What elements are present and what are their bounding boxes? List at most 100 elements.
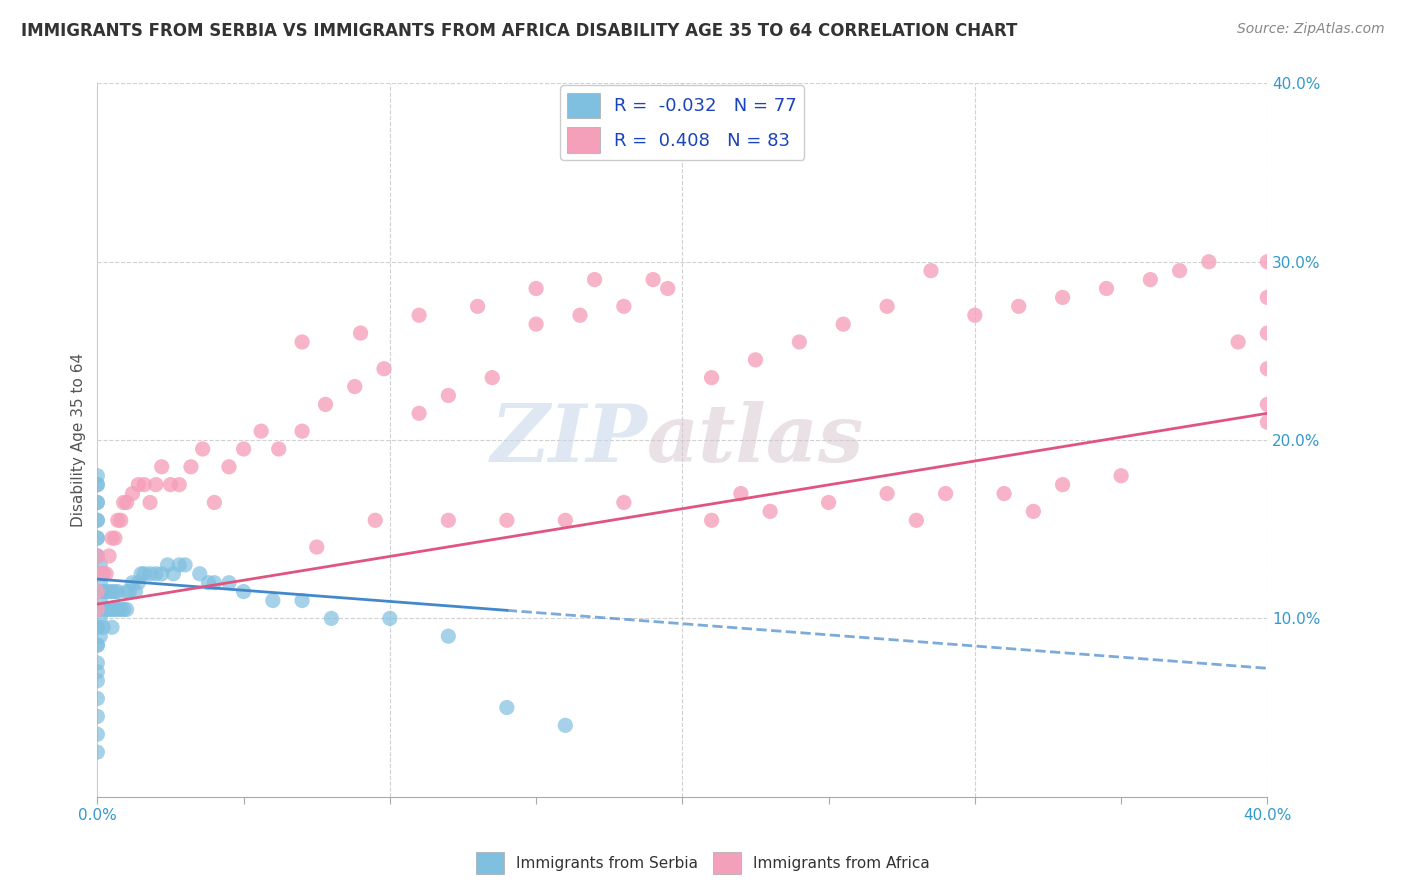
Point: [86, 745, 108, 759]
Point: [86, 513, 108, 527]
Point: [91, 620, 114, 634]
Point: [1256, 326, 1278, 340]
Point: [1256, 290, 1278, 304]
Point: [112, 602, 135, 616]
Point: [86, 495, 108, 509]
Point: [86, 531, 108, 545]
Point: [104, 584, 127, 599]
Point: [905, 513, 928, 527]
Point: [467, 299, 489, 313]
Point: [291, 424, 314, 438]
Point: [524, 317, 547, 331]
Point: [935, 486, 957, 500]
Point: [86, 673, 108, 688]
Legend: Immigrants from Serbia, Immigrants from Africa: Immigrants from Serbia, Immigrants from …: [470, 846, 936, 880]
Point: [1109, 468, 1132, 483]
Point: [876, 486, 898, 500]
Point: [554, 718, 576, 732]
Point: [817, 495, 839, 509]
Point: [232, 442, 254, 456]
Point: [98, 549, 121, 563]
Point: [127, 477, 149, 491]
Point: [162, 566, 184, 581]
Point: [1095, 281, 1118, 295]
Point: [134, 566, 156, 581]
Point: [101, 602, 124, 616]
Point: [700, 370, 723, 384]
Point: [174, 558, 197, 572]
Point: [98, 584, 121, 599]
Point: [156, 558, 179, 572]
Point: [86, 584, 108, 599]
Point: [145, 477, 167, 491]
Point: [744, 352, 766, 367]
Text: ZIP: ZIP: [491, 401, 647, 479]
Point: [568, 308, 591, 322]
Point: [481, 370, 503, 384]
Point: [94, 602, 117, 616]
Point: [1198, 254, 1220, 268]
Point: [437, 513, 460, 527]
Point: [112, 495, 135, 509]
Point: [1022, 504, 1045, 518]
Point: [159, 477, 181, 491]
Point: [86, 584, 108, 599]
Point: [832, 317, 855, 331]
Point: [145, 566, 167, 581]
Point: [86, 495, 108, 509]
Point: [218, 459, 240, 474]
Point: [89, 575, 111, 590]
Text: atlas: atlas: [647, 401, 865, 479]
Point: [150, 459, 173, 474]
Point: [218, 575, 240, 590]
Point: [437, 629, 460, 643]
Point: [202, 575, 225, 590]
Point: [495, 513, 517, 527]
Text: IMMIGRANTS FROM SERBIA VS IMMIGRANTS FROM AFRICA DISABILITY AGE 35 TO 64 CORRELA: IMMIGRANTS FROM SERBIA VS IMMIGRANTS FRO…: [21, 22, 1018, 40]
Point: [86, 620, 108, 634]
Point: [104, 531, 127, 545]
Point: [139, 566, 162, 581]
Point: [1256, 254, 1278, 268]
Point: [115, 584, 138, 599]
Point: [124, 584, 146, 599]
Point: [139, 495, 162, 509]
Point: [86, 638, 108, 652]
Point: [91, 602, 114, 616]
Point: [1139, 272, 1161, 286]
Point: [643, 272, 665, 286]
Point: [86, 665, 108, 679]
Point: [408, 308, 430, 322]
Text: Source: ZipAtlas.com: Source: ZipAtlas.com: [1237, 22, 1385, 37]
Point: [657, 281, 679, 295]
Point: [89, 629, 111, 643]
Point: [1227, 334, 1250, 349]
Point: [86, 620, 108, 634]
Point: [291, 593, 314, 607]
Point: [1008, 299, 1031, 313]
Point: [349, 326, 371, 340]
Point: [993, 486, 1015, 500]
Point: [89, 558, 111, 572]
Point: [373, 361, 395, 376]
Point: [86, 468, 108, 483]
Point: [101, 620, 124, 634]
Point: [110, 602, 132, 616]
Point: [730, 486, 752, 500]
Point: [315, 397, 337, 411]
Point: [343, 379, 366, 393]
Point: [876, 299, 898, 313]
Point: [378, 611, 401, 625]
Point: [583, 272, 606, 286]
Point: [86, 584, 108, 599]
Point: [107, 584, 129, 599]
Point: [963, 308, 986, 322]
Point: [127, 575, 149, 590]
Point: [524, 281, 547, 295]
Point: [437, 388, 460, 402]
Point: [91, 566, 114, 581]
Point: [86, 566, 108, 581]
Point: [91, 566, 114, 581]
Point: [202, 495, 225, 509]
Point: [115, 495, 138, 509]
